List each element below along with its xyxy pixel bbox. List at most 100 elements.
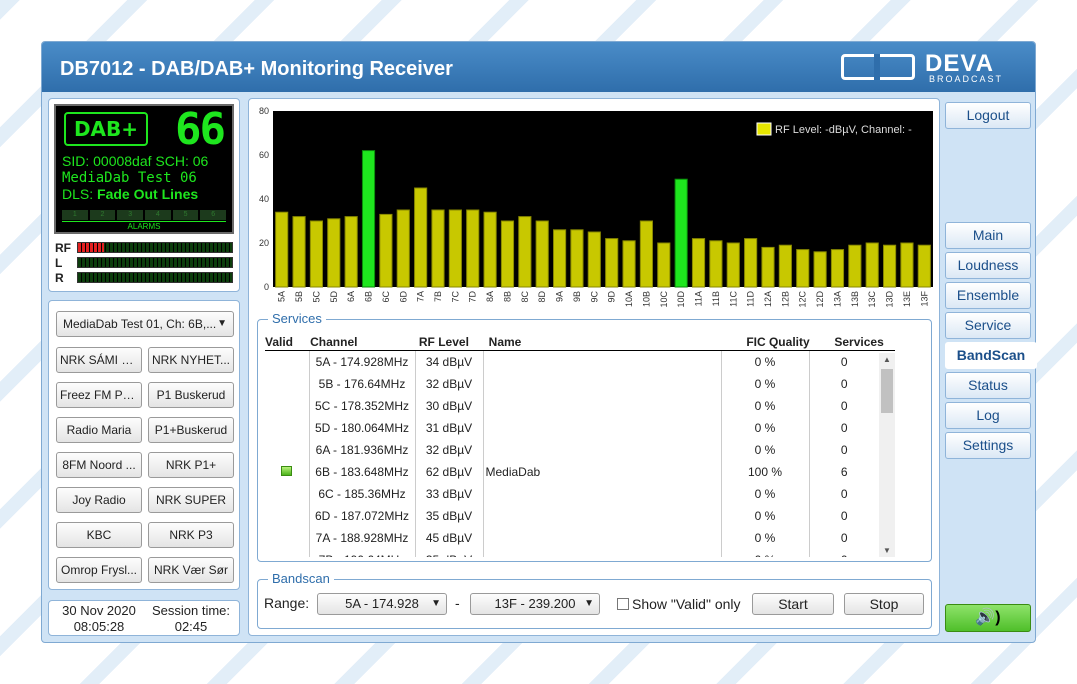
chart-bar[interactable] xyxy=(431,209,445,288)
rf-level-cell: 32 dBµV xyxy=(415,373,484,395)
chart-bar[interactable] xyxy=(813,251,827,288)
sound-button[interactable]: 🔊) xyxy=(945,604,1031,632)
chart-bar[interactable] xyxy=(587,231,601,288)
table-row[interactable]: 6D - 187.072MHz 35 dBµV 0 % 0 xyxy=(265,505,879,527)
service-button[interactable]: KBC xyxy=(56,522,142,548)
service-button[interactable]: Freez FM Po... xyxy=(56,382,142,408)
service-button[interactable]: Joy Radio xyxy=(56,487,142,513)
chart-bar[interactable] xyxy=(883,244,897,288)
nav-main[interactable]: Main xyxy=(945,222,1031,249)
range-from-select[interactable]: 5A - 174.928 ▼ xyxy=(317,593,447,615)
show-valid-checkbox[interactable] xyxy=(617,598,629,610)
service-button[interactable]: NRK SUPER xyxy=(148,487,234,513)
service-button[interactable]: NRK SÁMI R... xyxy=(56,347,142,373)
chart-bar[interactable] xyxy=(396,209,410,288)
stop-button[interactable]: Stop xyxy=(844,593,924,615)
service-button[interactable]: NRK NYHET... xyxy=(148,347,234,373)
chart-bar[interactable] xyxy=(500,220,515,288)
chart-bar[interactable] xyxy=(309,220,324,288)
name-cell xyxy=(483,417,722,439)
chart-bar[interactable] xyxy=(414,187,428,288)
chart-bar[interactable] xyxy=(622,240,636,288)
nav-status[interactable]: Status xyxy=(945,372,1031,399)
nav-loudness[interactable]: Loudness xyxy=(945,252,1031,279)
service-button[interactable]: P1+Buskerud xyxy=(148,417,234,443)
chart-bar[interactable] xyxy=(379,213,393,288)
chart-bar[interactable] xyxy=(726,242,740,288)
table-row[interactable]: 6A - 181.936MHz 32 dBµV 0 % 0 xyxy=(265,439,879,461)
table-row[interactable]: 5C - 178.352MHz 30 dBµV 0 % 0 xyxy=(265,395,879,417)
chart-bar[interactable] xyxy=(917,244,931,288)
table-row[interactable]: 7B - 190.64MHz35 dBµV 0 %0 xyxy=(265,549,879,557)
chart-bar[interactable] xyxy=(796,249,810,288)
chart-bar[interactable] xyxy=(535,220,549,288)
start-button[interactable]: Start xyxy=(752,593,834,615)
bandscan-legend: Bandscan xyxy=(268,571,334,586)
x-tick-label: 12A xyxy=(763,291,773,307)
sid-line: SID: 00008daf SCH: 06 xyxy=(62,153,209,169)
nav-ensemble[interactable]: Ensemble xyxy=(945,282,1031,309)
chart-bar[interactable] xyxy=(709,240,723,288)
services-count-cell: 0 xyxy=(840,377,848,391)
service-button[interactable]: NRK P1+ xyxy=(148,452,234,478)
service-button[interactable]: P1 Buskerud xyxy=(148,382,234,408)
range-to-select[interactable]: 13F - 239.200 ▼ xyxy=(470,593,600,615)
table-row[interactable]: 6B - 183.648MHz 62 dBµV MediaDab 100 % 6 xyxy=(265,461,879,483)
chart-bar[interactable] xyxy=(448,209,462,288)
service-dropdown[interactable]: MediaDab Test 01, Ch: 6B,... ▼ xyxy=(56,311,234,337)
chart-bar[interactable] xyxy=(483,211,497,288)
chart-bar[interactable] xyxy=(848,244,862,288)
scroll-up-icon[interactable]: ▲ xyxy=(883,355,891,364)
chart-bar[interactable] xyxy=(830,249,845,288)
logout-button[interactable]: Logout xyxy=(945,102,1031,129)
x-tick-label: 8C xyxy=(520,291,530,303)
chart-bar[interactable] xyxy=(900,242,914,288)
chart-bar[interactable] xyxy=(691,238,706,288)
nav-bandscan[interactable]: BandScan xyxy=(945,342,1037,369)
chart-bar[interactable] xyxy=(674,178,688,288)
chart-bar[interactable] xyxy=(275,211,289,288)
chart-bar[interactable] xyxy=(344,216,358,288)
chart-bar[interactable] xyxy=(361,150,376,288)
table-row[interactable]: 7A - 188.928MHz 45 dBµV 0 % 0 xyxy=(265,527,879,549)
x-tick-label: 5A xyxy=(277,291,287,302)
chart-bar[interactable] xyxy=(761,246,775,288)
services-count-cell: 0 xyxy=(840,399,848,413)
table-row[interactable]: 5A - 174.928MHz 34 dBµV 0 % 0 xyxy=(265,351,879,373)
x-tick-label: 8D xyxy=(537,291,547,303)
scrollbar-thumb[interactable] xyxy=(881,369,893,413)
nav-settings[interactable]: Settings xyxy=(945,432,1031,459)
service-button[interactable]: 8FM Noord ... xyxy=(56,452,142,478)
x-tick-label: 10C xyxy=(659,291,669,308)
channel-cell: 5A - 174.928MHz xyxy=(309,351,416,373)
x-tick-label: 11D xyxy=(746,291,756,307)
scroll-down-icon[interactable]: ▼ xyxy=(883,546,891,555)
range-to-value: 13F - 239.200 xyxy=(494,596,576,611)
service-button[interactable]: NRK Vær Sør xyxy=(148,557,234,583)
chart-bar[interactable] xyxy=(570,229,584,288)
chart-bar[interactable] xyxy=(327,218,341,288)
nav-service[interactable]: Service xyxy=(945,312,1031,339)
table-row[interactable]: 5D - 180.064MHz 31 dBµV 0 % 0 xyxy=(265,417,879,439)
service-button[interactable]: Radio Maria xyxy=(56,417,142,443)
table-scrollbar[interactable]: ▲ ▼ xyxy=(879,353,895,557)
table-row[interactable]: 6C - 185.36MHz 33 dBµV 0 % 0 xyxy=(265,483,879,505)
service-button[interactable]: NRK P3 xyxy=(148,522,234,548)
chart-bar[interactable] xyxy=(553,229,567,288)
chart-bar[interactable] xyxy=(518,216,532,288)
table-row[interactable]: 5B - 176.64MHz 32 dBµV 0 % 0 xyxy=(265,373,879,395)
chart-bar[interactable] xyxy=(639,220,653,288)
dls-label: DLS: xyxy=(62,186,94,202)
chart-bar[interactable] xyxy=(778,244,792,288)
chart-bar[interactable] xyxy=(605,238,619,288)
chart-bar[interactable] xyxy=(865,242,879,288)
chart-bar[interactable] xyxy=(657,242,671,288)
chart-bar[interactable] xyxy=(466,209,480,288)
service-button[interactable]: Omrop Frysl... xyxy=(56,557,142,583)
chart-bar[interactable] xyxy=(292,216,306,288)
chart-bar[interactable] xyxy=(744,238,758,288)
x-tick-label: 7C xyxy=(450,291,460,303)
fic-quality-cell: 0 % xyxy=(721,417,810,439)
dls-text: Fade Out Lines xyxy=(97,186,199,202)
nav-log[interactable]: Log xyxy=(945,402,1031,429)
